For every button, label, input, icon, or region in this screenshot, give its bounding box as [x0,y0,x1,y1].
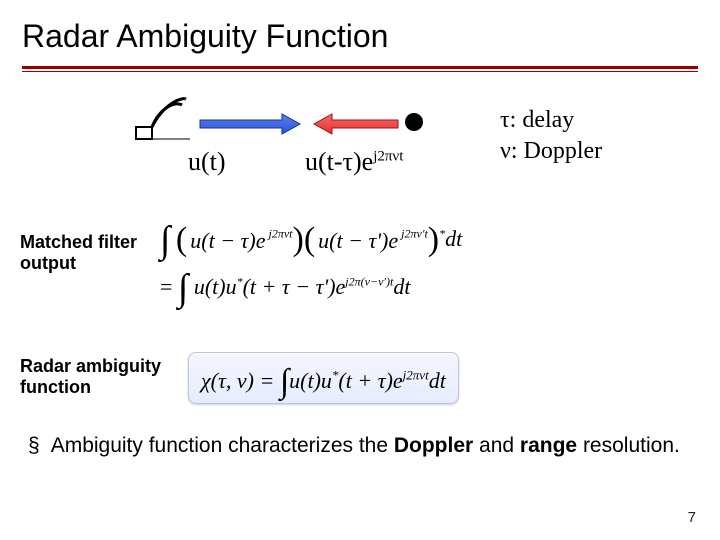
title-underline [22,66,698,72]
bullet-text-mid: and [473,434,520,457]
summary-bullet: § Ambiguity function characterizes the D… [28,432,692,460]
bullet-marker-icon: § [28,432,46,460]
mf-group2-main: u(t − τ')e [315,228,401,254]
integral-icon: ∫ [178,266,188,310]
mf-eq-row1: ∫ (u(t − τ)ej2πνt)(u(t − τ')ej2πν′t)*dt [160,212,580,254]
lparen-icon: ( [176,221,187,258]
matched-filter-equation: ∫ (u(t − τ)ej2πνt)(u(t − τ')ej2πν′t)*dt … [160,212,580,308]
raf-mid1: u(t)u [289,368,332,393]
bullet-bold-range: range [520,434,577,457]
mf2-sup: j2π(ν−ν′)t [345,275,393,289]
page-number: 7 [688,509,696,526]
equals-sign: = [160,274,178,299]
bullet-text-post: resolution. [577,434,680,457]
rparen-icon: ) [293,221,304,258]
rx-signal-exponent: j2πνt [373,148,403,164]
bullet-bold-doppler: Doppler [394,434,473,457]
rx-signal-label: u(t-τ)ej2πνt [305,147,403,177]
radar-antenna-icon [130,95,190,147]
mf-eq-row2: = ∫ u(t)u*(t + τ − τ')ej2π(ν−ν′)tdt [160,260,580,302]
rx-arrow-icon [312,113,400,135]
rparen-icon: ) [428,221,439,258]
bullet-text-pre: Ambiguity function characterizes the [51,434,394,457]
signal-diagram: u(t) u(t-τ)ej2πνt τ: delay ν: Doppler [130,105,680,195]
mf2-dt: dt [393,274,410,299]
raf-sup: j2πνt [403,368,429,383]
mf2-body2: (t + τ − τ')e [243,274,346,299]
rx-signal-base: u(t-τ)e [305,147,373,176]
raf-equation: χ(τ, ν) = ∫u(t)u*(t + τ)ej2πνtdt [188,352,459,404]
tx-signal-label: u(t) [188,147,226,177]
raf-mid2: (t + τ)e [338,368,402,393]
integral-icon: ∫ [280,363,289,400]
lparen-icon: ( [304,221,315,258]
title-underline-thick [22,66,698,69]
raf-equation-box: χ(τ, ν) = ∫u(t)u*(t + τ)ej2πνtdt [188,352,459,404]
tx-arrow-icon [198,113,302,135]
raf-lhs: χ(τ, ν) = [201,368,280,393]
integral-icon: ∫ [160,218,170,262]
mf-group1-main: u(t − τ)e [187,228,268,254]
legend-tau: τ: delay [500,105,602,136]
legend-nu: ν: Doppler [500,136,602,167]
symbol-legend: τ: delay ν: Doppler [500,105,602,167]
target-dot-icon [405,113,423,131]
raf-dt: dt [429,368,446,393]
slide: Radar Ambiguity Function [0,0,720,540]
raf-label: Radar ambiguity function [20,356,180,398]
mf-dt: dt [445,226,462,251]
matched-filter-label: Matched filter output [20,232,150,274]
mf-group2-sup: j2πν′t [401,227,428,241]
mf2-body1: u(t)u [194,274,237,299]
title-underline-thin [22,71,698,72]
mf-group1-sup: j2πνt [269,227,293,241]
page-title: Radar Ambiguity Function [22,18,388,55]
